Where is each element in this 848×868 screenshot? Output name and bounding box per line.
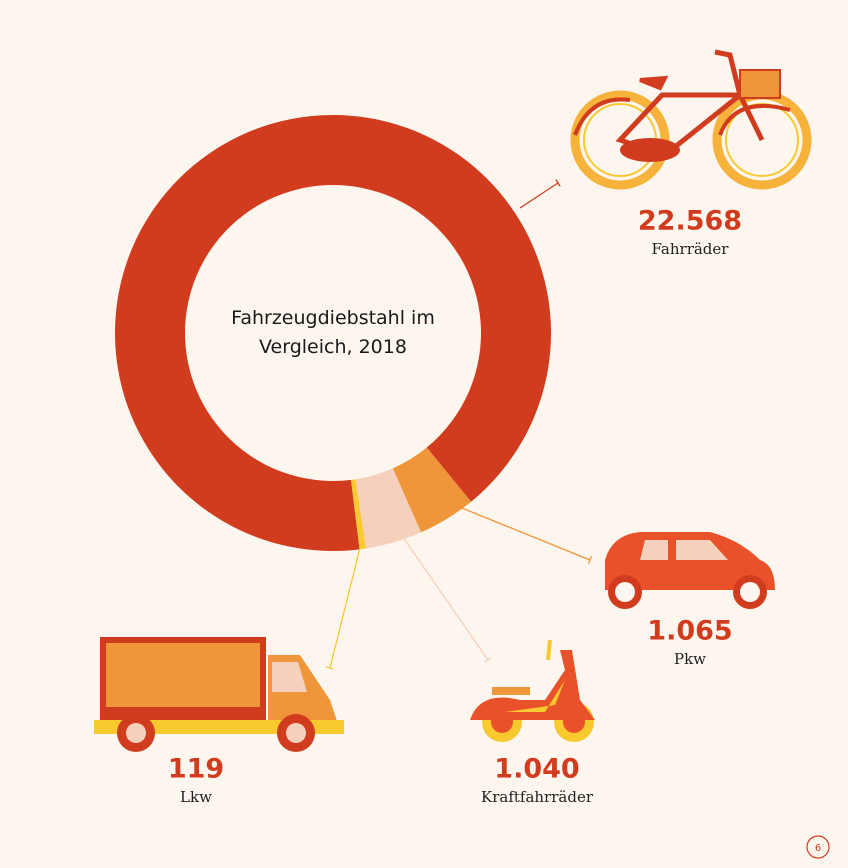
category-label: Fahrräder <box>652 240 730 258</box>
category-label: Lkw <box>180 788 212 806</box>
value-label: 1.065 <box>647 616 732 647</box>
chart-title: Fahrzeugdiebstahl im Vergleich, 2018 <box>223 283 443 383</box>
value-label: 22.568 <box>638 206 742 237</box>
value-label: 1.040 <box>494 754 579 785</box>
category-label: Pkw <box>674 650 706 668</box>
title-wrap: Fahrzeugdiebstahl im Vergleich, 2018 <box>223 283 443 383</box>
page-number: 6 <box>815 843 821 854</box>
value-label: 119 <box>168 754 224 785</box>
category-label: Kraftfahrräder <box>481 788 594 806</box>
infographic: Fahrzeugdiebstahl im Vergleich, 2018 <box>0 0 848 868</box>
page: {"chart_data": {"type": "donut", "title"… <box>0 0 848 868</box>
